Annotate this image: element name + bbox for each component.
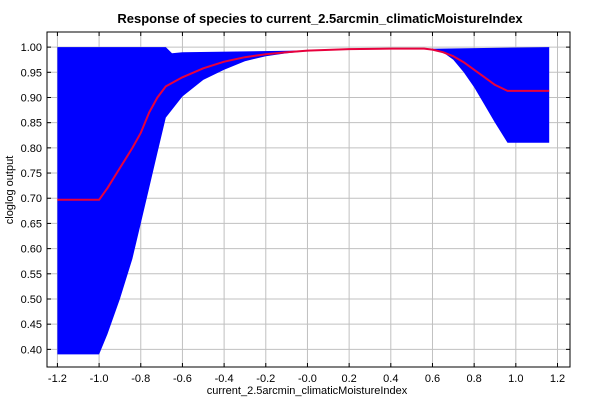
y-tick-label: 0.95: [21, 67, 42, 79]
x-tick-label: -0.4: [215, 373, 234, 385]
plot-area: [57, 47, 550, 355]
x-tick-label: 0.4: [383, 373, 398, 385]
x-tick-label: 1.0: [508, 373, 523, 385]
confidence-band: [57, 47, 550, 355]
y-axis-label: cloglog output: [4, 156, 16, 225]
y-tick-label: 1.00: [21, 42, 42, 54]
y-tick-label: 0.45: [21, 319, 42, 331]
x-tick-label: -1.0: [90, 373, 109, 385]
y-tick-label: 0.75: [21, 168, 42, 180]
y-tick-label: 0.60: [21, 244, 42, 256]
x-tick-label: 0.2: [341, 373, 356, 385]
x-tick-label: 0.6: [425, 373, 440, 385]
y-tick-label: 0.55: [21, 269, 42, 281]
x-tick-label: -0.2: [256, 373, 275, 385]
y-tick-label: 0.70: [21, 193, 42, 205]
x-tick-label: -0.8: [131, 373, 150, 385]
x-axis-label: current_2.5arcmin_climaticMoistureIndex: [207, 385, 408, 397]
axis-ticks: -1.2 -1.0 -0.8 -0.6 -0.4 -0.2 -0.0 0.2 0.4 0.6 0.8…: [21, 32, 570, 385]
x-tick-label: -0.0: [298, 373, 317, 385]
y-tick-label: 0.85: [21, 118, 42, 130]
y-tick-label: 0.50: [21, 294, 42, 306]
x-tick-label: 1.2: [550, 373, 565, 385]
y-tick-label: 0.80: [21, 143, 42, 155]
plot-frame: [46, 31, 571, 368]
y-tick-label: 0.65: [21, 218, 42, 230]
y-tick-label: 0.90: [21, 92, 42, 104]
x-tick-label: -0.6: [173, 373, 192, 385]
x-tick-label: -1.2: [48, 373, 67, 385]
chart-title: Response of species to current_2.5arcmin…: [117, 11, 523, 26]
mean-response-line: [57, 47, 550, 201]
x-tick-label: 0.8: [467, 373, 482, 385]
y-tick-label: 0.40: [21, 344, 42, 356]
